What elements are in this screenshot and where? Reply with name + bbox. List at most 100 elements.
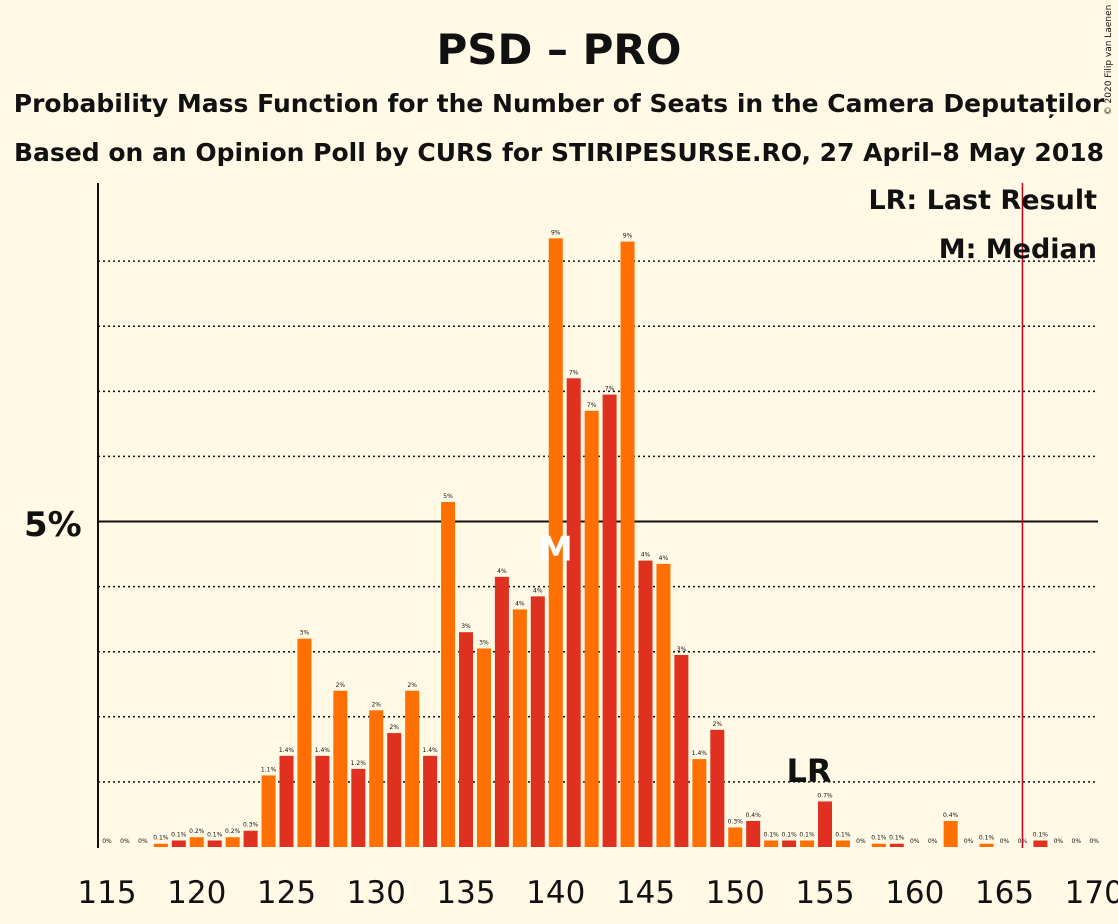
bar-value-label: 0.1% [153,835,169,842]
bar-seat-149 [710,729,725,847]
bar-seat-144 [620,241,635,847]
bar-value-label: 0% [120,838,130,845]
bar-value-label: 0% [1072,838,1082,845]
x-tick-label: 155 [795,875,854,911]
bar-value-label: 9% [623,233,633,240]
bar-seat-133 [423,755,438,847]
bar-value-label: 3% [479,639,489,646]
chart-subtitle-2: Based on an Opinion Poll by CURS for STI… [14,138,1104,167]
bar-value-label: 1.4% [315,747,331,754]
bar-value-label: 0% [1089,838,1099,845]
bar-seat-137 [494,576,509,847]
bar-seat-132 [405,690,420,847]
bar-value-label: 0.4% [746,812,762,819]
bar-value-label: 0.2% [225,828,241,835]
bar-seat-130 [369,710,384,847]
bar-value-label: 2% [713,721,723,728]
bars: 0% 0% 0% 0.1% 0.1% 0.2% 0.1% 0.2%0.3%1.1%1.4%3%… [102,183,1099,848]
bar-value-label: 2% [389,724,399,731]
bar-value-label: 4% [533,587,543,594]
bar-value-label: 1.1% [261,766,277,773]
bar-value-label: 1.4% [692,750,708,757]
bar-seat-162 [943,820,958,847]
bar-seat-128 [333,690,348,847]
bar-value-label: 0.1% [979,835,995,842]
bar-value-label: 0.1% [799,831,815,838]
bar-value-label: 0% [102,838,112,845]
bar-seat-153 [782,840,797,847]
bar-value-label: 7% [605,386,615,393]
bar-value-label: 7% [587,402,597,409]
bar-seat-159 [889,843,904,847]
bar-value-label: 0.1% [1033,831,1049,838]
bar-value-label: 3% [677,646,687,653]
y-tick-label: 5% [24,505,82,545]
x-tick-label: 135 [436,875,495,911]
bar-seat-121 [207,840,222,847]
bar-seat-145 [638,560,653,847]
x-tick-label: 125 [257,875,316,911]
x-tick-label: 145 [616,875,675,911]
bar-seat-142 [584,410,599,847]
bar-value-label: 0.1% [207,831,223,838]
bar-value-label: 2% [371,701,381,708]
bar-seat-127 [315,755,330,847]
bar-seat-146 [656,563,671,847]
bar-seat-148 [692,759,707,847]
markers: M LR [539,530,832,790]
bar-value-label: 0.1% [781,831,797,838]
x-tick-label: 160 [885,875,944,911]
bar-value-label: 1.2% [351,760,367,767]
bar-seat-119 [171,840,186,847]
bar-seat-140 [548,238,563,848]
bar-seat-139 [530,596,545,847]
bar-seat-155 [818,801,832,847]
bar-value-label: 3% [461,623,471,630]
bar-seat-123 [243,830,258,847]
bar-value-label: 1.4% [422,747,438,754]
bar-seat-131 [387,733,402,847]
bar-seat-126 [297,638,312,847]
bar-value-label: 0.7% [817,792,833,799]
bar-value-label: 0% [928,838,938,845]
bar-value-label: 0% [856,838,866,845]
bar-value-label: 0% [138,838,148,845]
bar-value-label: 0% [1000,838,1010,845]
bar-value-label: 0% [964,838,974,845]
x-tick-label: 165 [975,875,1034,911]
bar-seat-152 [764,840,779,847]
bar-seat-154 [800,840,815,847]
bar-value-label: 4% [497,568,507,575]
bar-seat-158 [871,843,886,847]
x-tick-label: 140 [526,875,585,911]
bar-value-label: 2% [407,682,417,689]
copyright-text: © 2020 Filip van Laenen [1104,5,1114,116]
legend-last-result: LR: Last Result [868,185,1097,216]
bar-value-label: 0.2% [189,828,205,835]
last-result-marker: LR [787,752,832,790]
bar-value-label: 0.1% [835,831,851,838]
x-tick-label: 130 [347,875,406,911]
x-axis-ticks: 115 120 125 130 135 140 145 150 155 160 165 170 [77,875,1118,911]
bar-value-label: 4% [641,552,651,559]
bar-seat-136 [476,648,491,847]
bar-value-label: 0.3% [243,822,259,829]
bar-value-label: 4% [515,600,525,607]
bar-value-label: 0.1% [764,831,780,838]
x-tick-label: 170 [1065,875,1118,911]
legend-median: M: Median [939,234,1097,265]
bar-seat-129 [351,768,366,847]
bar-seat-135 [459,632,473,847]
bar-seat-151 [746,820,761,847]
bar-value-label: 0.1% [871,835,887,842]
bar-seat-164 [979,843,994,847]
bar-value-label: 0.4% [943,812,959,819]
bar-value-label: 1.4% [279,747,295,754]
chart-subtitle-1: Probability Mass Function for the Number… [14,89,1105,118]
bar-seat-147 [674,654,689,847]
chart-title: PSD – PRO [437,25,682,74]
x-tick-label: 120 [167,875,226,911]
x-tick-label: 115 [77,875,136,911]
median-marker: M [539,530,573,570]
